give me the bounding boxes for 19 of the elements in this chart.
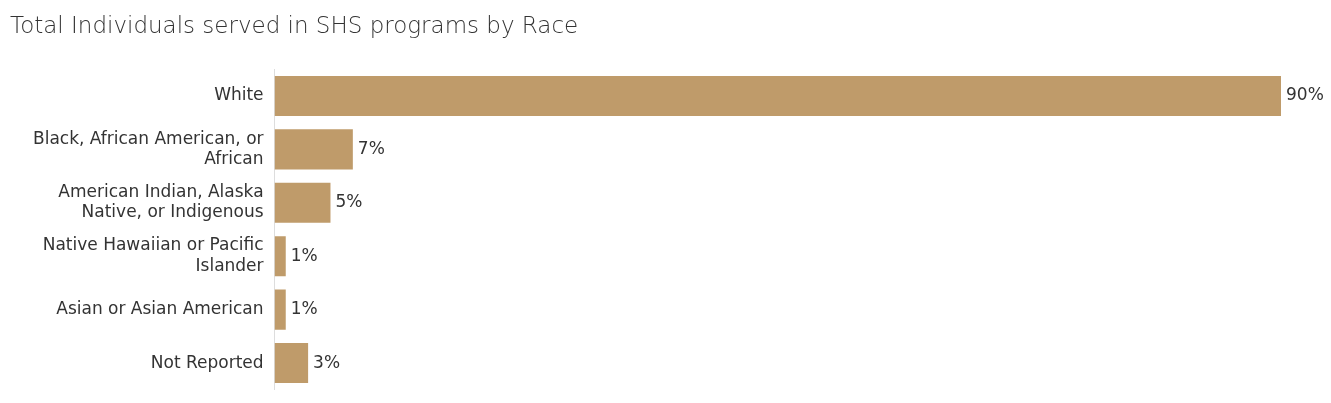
data-label: 7% — [357, 137, 385, 158]
y-tick-label: Asian or Asian American — [56, 298, 264, 319]
y-tick-label: Native Hawaiian or Pacific Islander — [42, 234, 264, 275]
bar — [274, 236, 286, 277]
y-tick-label: American Indian, Alaska Native, or Indigenous — [58, 181, 264, 222]
data-label: 90% — [1286, 84, 1324, 105]
bar — [274, 343, 309, 384]
data-label: 5% — [335, 191, 363, 212]
data-label: 3% — [313, 351, 341, 372]
bar — [274, 182, 331, 223]
chart-title: Total Individuals served in SHS programs by Race — [10, 12, 579, 38]
y-tick-label: Black, African American, or African — [33, 127, 264, 168]
y-tick-label: White — [214, 84, 264, 105]
y-tick-label: Not Reported — [150, 351, 264, 372]
data-label: 1% — [290, 244, 318, 265]
bar — [274, 289, 286, 330]
data-label: 1% — [290, 298, 318, 319]
bar — [274, 129, 353, 170]
bar — [274, 75, 1281, 116]
